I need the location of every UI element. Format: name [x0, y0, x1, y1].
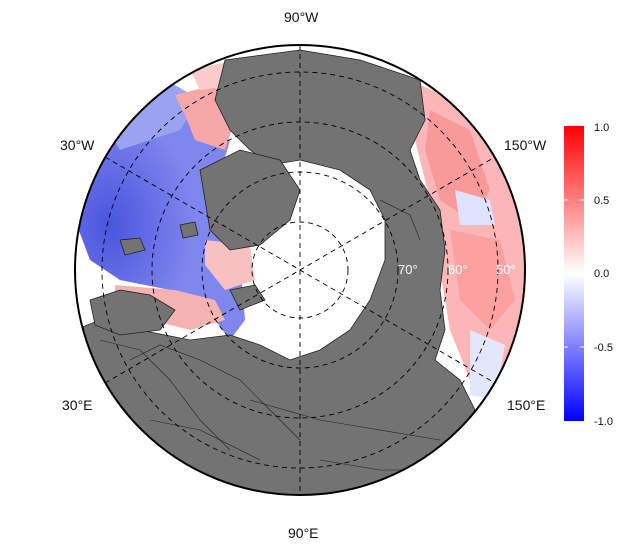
colorbar-tick-0: 0.0: [594, 268, 609, 280]
colorbar: 1.0 0.5 0.0 -0.5 -1.0: [564, 122, 613, 428]
colorbar-tick-0-5: 0.5: [594, 195, 609, 207]
lat-label-50: 50°: [496, 262, 516, 277]
negative-anomaly-region: [75, 110, 245, 340]
lon-label-top: 90°W: [284, 9, 319, 25]
lon-label-bottom: 90°E: [288, 525, 319, 541]
colorbar-tick-neg-1: -1.0: [594, 416, 613, 428]
colorbar-gradient: [564, 126, 584, 421]
colorbar-ticks: [564, 199, 584, 348]
meridian-30e-150w: [104, 156, 496, 384]
lat-label-80: 80°: [350, 262, 370, 277]
graticule: [101, 45, 499, 495]
lon-label-upper-left: 30°W: [60, 137, 95, 153]
lon-label-lower-right: 150°E: [507, 397, 545, 413]
lat-label-60: 60°: [448, 262, 468, 277]
lat-label-70: 70°: [398, 262, 418, 277]
colorbar-tick-neg-0-5: -0.5: [594, 342, 613, 354]
map-boundary: [74, 44, 526, 496]
lon-label-lower-left: 30°E: [62, 397, 93, 413]
lon-label-upper-right: 150°W: [504, 137, 547, 153]
colorbar-tick-1: 1.0: [594, 122, 609, 134]
